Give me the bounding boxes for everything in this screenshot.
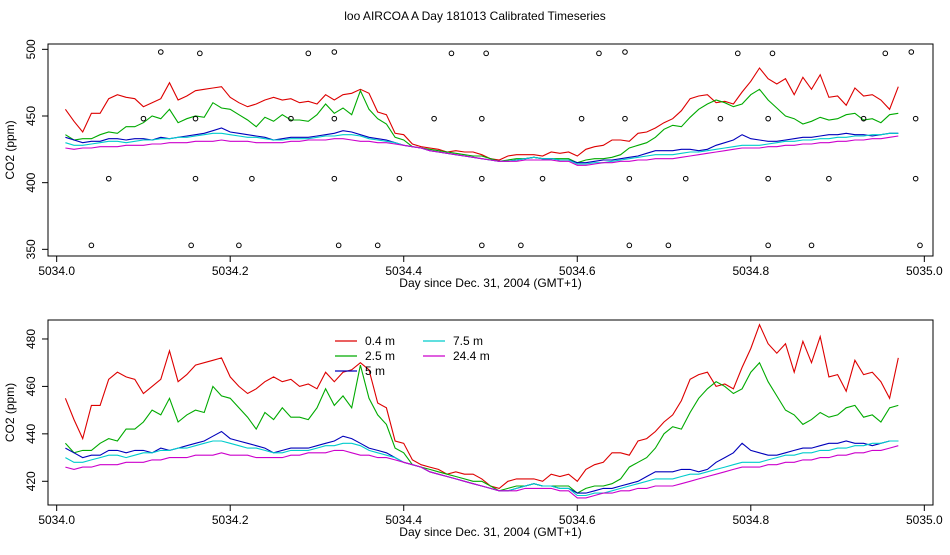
page-title: loo AIRCOA A Day 181013 Calibrated Times… xyxy=(344,9,605,23)
x-tick-label: 5034.0 xyxy=(38,513,75,527)
data-point xyxy=(917,242,923,249)
series-line-7-5-m xyxy=(65,132,899,165)
data-point xyxy=(912,175,919,182)
data-point xyxy=(335,242,342,249)
data-point xyxy=(140,115,147,122)
series-line-7-5-m xyxy=(65,440,899,497)
y-tick-label: 460 xyxy=(24,376,38,396)
x-tick-label: 5034.8 xyxy=(732,264,769,278)
y-axis-label: CO2 (ppm) xyxy=(3,120,17,179)
data-point xyxy=(682,175,689,182)
data-point xyxy=(197,50,203,57)
series-line-5-m xyxy=(65,127,899,164)
y-tick-label: 450 xyxy=(24,106,38,126)
data-point xyxy=(908,49,915,55)
data-point xyxy=(479,115,485,122)
series-line-24-4-m xyxy=(65,135,899,166)
y-tick-label: 440 xyxy=(24,424,38,444)
data-point xyxy=(331,175,338,182)
plot-data xyxy=(64,323,899,499)
data-point xyxy=(765,175,771,182)
data-point xyxy=(518,242,524,249)
data-point xyxy=(331,115,338,122)
y-tick-label: 400 xyxy=(24,172,38,192)
legend-label: 7.5 m xyxy=(453,334,483,348)
legend-label: 0.4 m xyxy=(365,334,395,348)
data-point xyxy=(431,115,437,122)
data-point xyxy=(734,50,741,57)
data-point xyxy=(105,175,112,182)
series-line-2-5-m xyxy=(64,361,899,494)
data-point xyxy=(192,115,199,122)
legend-label: 5 m xyxy=(365,364,385,378)
y-tick-label: 500 xyxy=(24,39,38,59)
plot-data xyxy=(64,49,923,249)
y-axis-label: CO2 (ppm) xyxy=(3,383,17,442)
data-point xyxy=(626,242,633,249)
x-tick-label: 5034.4 xyxy=(385,264,422,278)
series-line-24-4-m xyxy=(65,445,899,499)
data-point xyxy=(188,242,194,249)
legend: 0.4 m2.5 m5 m 7.5 m24.4 m xyxy=(335,334,490,378)
data-point xyxy=(483,50,489,57)
legend-label: 2.5 m xyxy=(365,349,395,363)
data-point xyxy=(826,175,832,182)
x-tick-label: 5034.6 xyxy=(559,264,596,278)
data-point xyxy=(479,175,485,182)
x-tick-label: 5035.0 xyxy=(906,513,943,527)
data-point xyxy=(622,49,628,55)
data-point xyxy=(305,50,312,57)
data-point xyxy=(288,115,294,122)
x-tick-label: 5034.4 xyxy=(385,513,422,527)
x-axis-label: Day since Dec. 31, 2004 (GMT+1) xyxy=(399,276,581,290)
series-line-0-4-m xyxy=(64,67,899,161)
data-point xyxy=(769,50,776,57)
data-point xyxy=(578,115,585,122)
data-point xyxy=(236,242,242,249)
data-point xyxy=(157,49,164,55)
series-line-0-4-m xyxy=(64,323,899,490)
data-point xyxy=(626,175,633,182)
data-point xyxy=(717,115,724,122)
data-point xyxy=(448,50,455,57)
data-point xyxy=(912,115,919,122)
data-point xyxy=(192,175,199,182)
x-tick-label: 5034.2 xyxy=(212,513,249,527)
y-tick-label: 480 xyxy=(24,329,38,349)
data-point xyxy=(808,242,815,249)
data-point xyxy=(249,175,255,182)
y-tick-label: 350 xyxy=(24,239,38,259)
panel-2: 5034.0 5034.2 5034.4 5034.6 5034.8 5035.0 Day … xyxy=(3,319,943,539)
data-point xyxy=(765,115,771,122)
data-point xyxy=(622,115,628,122)
data-point xyxy=(596,50,602,57)
x-tick-label: 5034.2 xyxy=(212,264,249,278)
x-axis-label: Day since Dec. 31, 2004 (GMT+1) xyxy=(399,525,581,539)
x-tick-label: 5034.0 xyxy=(38,264,75,278)
series-line-2-5-m xyxy=(65,88,899,164)
data-point xyxy=(882,50,889,57)
data-point xyxy=(765,242,771,249)
data-point xyxy=(665,242,672,249)
data-point xyxy=(479,242,485,249)
data-point xyxy=(88,242,95,249)
y-tick-label: 420 xyxy=(24,471,38,491)
series-line-5-m xyxy=(65,430,899,494)
x-tick-label: 5035.0 xyxy=(906,264,943,278)
data-point xyxy=(860,115,867,122)
plot-frame xyxy=(47,43,934,257)
x-tick-label: 5034.6 xyxy=(559,513,596,527)
data-point xyxy=(331,49,338,55)
legend-label: 24.4 m xyxy=(453,349,490,363)
data-point xyxy=(396,175,403,182)
panel-1: 5034.0 5034.2 5034.4 5034.6 5034.8 5035.0 Day … xyxy=(3,39,943,290)
x-tick-label: 5034.8 xyxy=(732,513,769,527)
data-point xyxy=(539,175,546,182)
data-point xyxy=(374,242,381,249)
plot-frame xyxy=(47,319,934,506)
